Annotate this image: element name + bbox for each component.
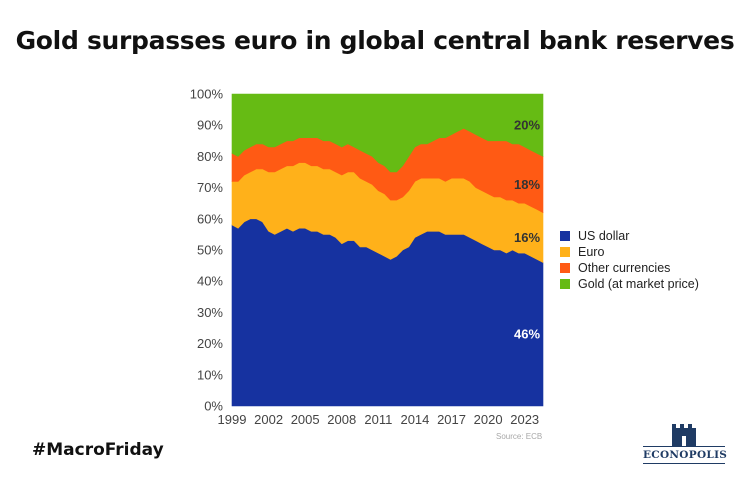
logo-text: ECONOPOLIS [643, 446, 727, 464]
legend-label-other-currencies: Other currencies [578, 261, 671, 275]
y-tick-label: 50% [197, 243, 223, 258]
y-tick-label: 90% [197, 118, 223, 133]
legend-item-other-currencies: Other currencies [560, 260, 699, 276]
legend-swatch-gold [560, 279, 570, 289]
y-tick-label: 70% [197, 180, 223, 195]
y-tick-label: 20% [197, 336, 223, 351]
legend-label-us-dollar: US dollar [578, 229, 630, 243]
share-label-euro: 16% [514, 230, 540, 245]
y-tick-label: 60% [197, 211, 223, 226]
x-tick-label: 2017 [437, 412, 466, 427]
legend-label-gold: Gold (at market price) [578, 277, 699, 291]
share-label-other-currencies: 18% [514, 177, 540, 192]
y-tick-label: 30% [197, 305, 223, 320]
legend-swatch-euro [560, 247, 570, 257]
legend-item-euro: Euro [560, 244, 699, 260]
castle-tower-icon [672, 424, 696, 447]
chart-title: Gold surpasses euro in global central ba… [15, 26, 735, 55]
y-tick-label: 40% [197, 274, 223, 289]
y-tick-label: 10% [197, 367, 223, 382]
x-tick-label: 2005 [291, 412, 320, 427]
y-axis: 0% 10% 20% 30% 40% 50% 60% 70% 80% 90% 100% [190, 87, 224, 414]
x-tick-label: 2002 [254, 412, 283, 427]
legend-item-us-dollar: US dollar [560, 228, 699, 244]
share-label-us-dollar: 46% [514, 327, 540, 342]
x-tick-label: 2020 [474, 412, 503, 427]
source-note: Source: ECB [496, 432, 543, 441]
y-tick-label: 100% [190, 87, 224, 102]
legend-item-gold: Gold (at market price) [560, 276, 699, 292]
share-labels: 46% 16% 18% 20% [514, 118, 540, 342]
area-gold-at-market-price [231, 93, 544, 173]
legend-label-euro: Euro [578, 245, 605, 259]
x-tick-label: 2023 [510, 412, 539, 427]
legend: US dollar Euro Other currencies Gold (at… [560, 228, 699, 292]
x-axis: 1999 2002 2005 2008 2011 2014 2017 2020 2023 [218, 412, 540, 427]
area-layers [231, 93, 544, 407]
x-tick-label: 2008 [327, 412, 356, 427]
hashtag: #MacroFriday [32, 440, 164, 460]
econopolis-logo: ECONOPOLIS [643, 420, 727, 464]
y-tick-label: 80% [197, 149, 223, 164]
share-label-gold-at-market-price: 20% [514, 118, 540, 133]
x-tick-label: 2011 [364, 412, 392, 427]
y-tick-label: 0% [204, 399, 223, 414]
legend-swatch-other-currencies [560, 263, 570, 273]
legend-swatch-us-dollar [560, 231, 570, 241]
x-tick-label: 1999 [218, 412, 247, 427]
x-tick-label: 2014 [400, 412, 429, 427]
